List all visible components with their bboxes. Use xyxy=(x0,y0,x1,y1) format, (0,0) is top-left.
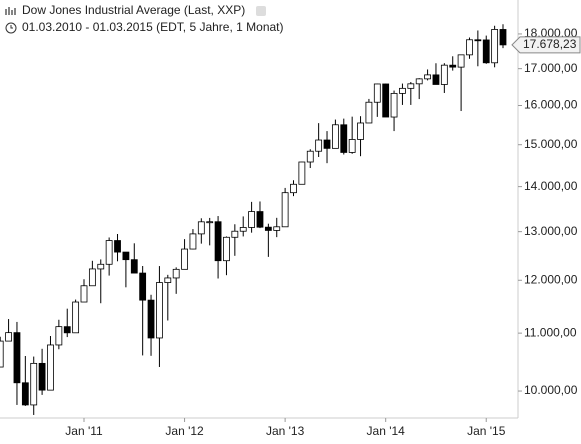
candle-body xyxy=(466,39,473,56)
x-tick-label: Jan '13 xyxy=(266,424,305,438)
y-tick-label: 15.000,00 xyxy=(524,137,578,151)
candle-body xyxy=(415,78,423,85)
candle-body xyxy=(122,251,130,261)
candle-body xyxy=(399,87,406,94)
x-tick-label: Jan '15 xyxy=(467,424,506,438)
candle-body xyxy=(449,64,457,68)
candle-body xyxy=(432,74,440,85)
candle-body xyxy=(440,64,448,85)
candle-body xyxy=(156,282,163,339)
clock-icon xyxy=(5,22,17,34)
candle-body xyxy=(373,83,381,103)
candle-body xyxy=(248,211,256,228)
candle-body xyxy=(30,362,38,406)
header-icons xyxy=(5,6,266,34)
candle-body xyxy=(491,29,499,64)
candle-body xyxy=(273,226,281,231)
candle-body xyxy=(382,83,390,118)
chart-icon xyxy=(5,7,16,15)
y-tick-label: 10.000,00 xyxy=(524,383,578,397)
y-tick-label: 17.000,00 xyxy=(524,61,578,75)
candle-body xyxy=(365,101,373,124)
candle-body xyxy=(323,139,331,149)
candle-body xyxy=(5,332,12,342)
candle-body xyxy=(72,301,80,334)
candle-body xyxy=(357,122,364,140)
candle-body xyxy=(97,263,105,270)
candle-body xyxy=(223,236,230,262)
candle-body xyxy=(298,161,306,185)
last-price-label: 17.678,23 xyxy=(523,37,577,51)
candle-body xyxy=(306,150,314,163)
x-tick-label: Jan '14 xyxy=(367,424,406,438)
candle-body xyxy=(264,226,272,231)
candle-body xyxy=(105,240,113,265)
info-icon xyxy=(256,6,266,16)
y-tick-label: 12.000,00 xyxy=(524,272,578,286)
candle-body xyxy=(13,332,21,384)
candle-body xyxy=(63,326,71,334)
candle-body xyxy=(206,221,214,224)
candle-body xyxy=(164,277,172,283)
candle-body xyxy=(47,344,54,391)
candle-body xyxy=(474,39,482,42)
candle-body xyxy=(390,92,398,118)
chart-subtitle: 01.03.2010 - 01.03.2015 (EDT, 5 Jahre, 1… xyxy=(22,20,284,34)
candle-body xyxy=(315,139,323,152)
candle-body xyxy=(189,233,197,250)
candle-body xyxy=(281,192,289,228)
candle-body xyxy=(172,268,180,279)
candle-body xyxy=(348,139,356,153)
candle-body xyxy=(21,382,29,406)
chart-title: Dow Jones Industrial Average (Last, XXP) xyxy=(22,3,245,17)
candle-body xyxy=(139,272,147,301)
candle-body xyxy=(197,221,205,235)
candle-body xyxy=(214,221,222,262)
candle-body xyxy=(130,259,138,274)
candle-body xyxy=(181,248,188,270)
y-tick-label: 13.000,00 xyxy=(524,224,578,238)
clock-hand xyxy=(10,25,13,29)
candle-body xyxy=(38,362,46,391)
candle-body xyxy=(331,124,339,149)
candle-body xyxy=(114,240,121,253)
x-tick-label: Jan '12 xyxy=(165,424,204,438)
y-tick-label: 11.000,00 xyxy=(524,325,577,339)
candle-body xyxy=(231,230,239,238)
candle-body xyxy=(256,211,264,228)
x-tick-label: Jan '11 xyxy=(65,424,103,438)
candle-body xyxy=(147,299,155,339)
y-tick-label: 14.000,00 xyxy=(524,179,578,193)
candle-body xyxy=(55,326,63,346)
candle-body xyxy=(0,340,4,368)
candle-body xyxy=(290,183,297,194)
y-tick-label: 16.000,00 xyxy=(524,98,578,112)
candle-body xyxy=(80,285,88,303)
candle-body xyxy=(340,124,348,153)
candle-body xyxy=(88,268,96,287)
candle-body xyxy=(424,74,431,80)
last-price-marker xyxy=(511,36,581,54)
candle-body xyxy=(239,227,247,232)
candle-body xyxy=(499,29,507,46)
candle-body xyxy=(482,39,490,64)
candle-body xyxy=(457,54,465,68)
candle-body xyxy=(407,83,415,89)
